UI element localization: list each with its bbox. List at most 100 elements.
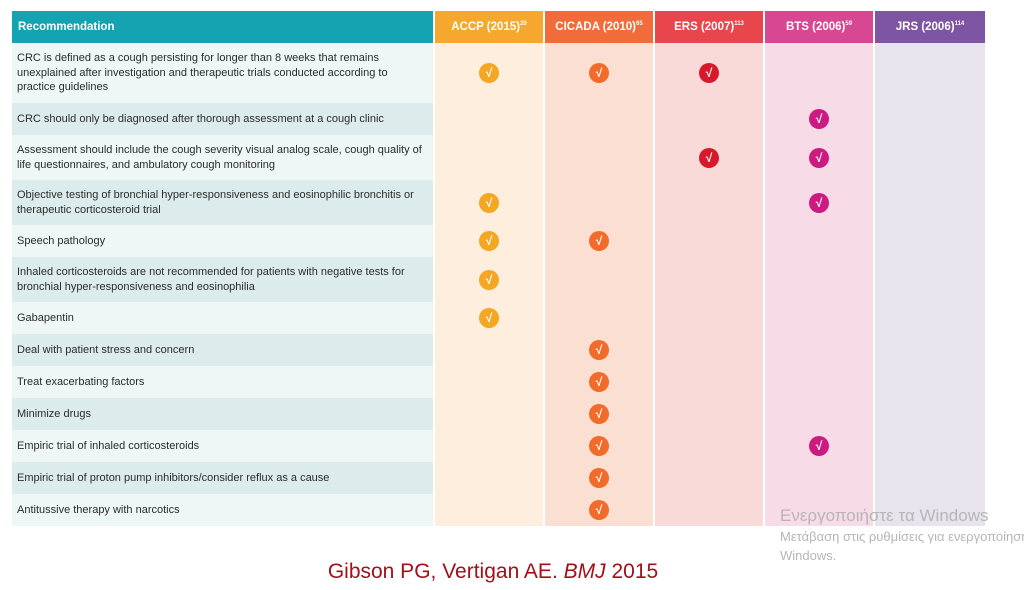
cell-cicada (544, 103, 655, 135)
table-row: CRC is defined as a cough persisting for… (12, 43, 985, 103)
cell-ers (654, 366, 765, 398)
cell-jrs (874, 180, 985, 225)
check-icon: √ (589, 372, 609, 392)
table-body: CRC is defined as a cough persisting for… (12, 43, 985, 526)
cell-jrs (874, 43, 985, 103)
check-icon: √ (479, 192, 499, 213)
cell-cicada (544, 257, 655, 302)
cell-bts: √ (764, 430, 875, 462)
cell-bts (764, 43, 875, 103)
cell-ers (654, 180, 765, 225)
cell-jrs (874, 302, 985, 334)
cell-accp: √ (434, 302, 545, 334)
check-icon: √ (479, 63, 499, 83)
recommendation-text: Deal with patient stress and concern (12, 334, 435, 366)
watermark-title: Ενεργοποιήστε τα Windows (780, 506, 989, 525)
recommendation-text: Inhaled corticosteroids are not recommen… (12, 257, 435, 302)
check-icon: √ (809, 436, 829, 456)
cell-cicada (544, 180, 655, 225)
cell-jrs (874, 494, 985, 526)
cell-bts: √ (764, 180, 875, 225)
recommendation-text: Objective testing of bronchial hyper-res… (12, 180, 435, 225)
check-icon: √ (809, 147, 829, 168)
cell-cicada: √ (544, 462, 655, 494)
watermark-line-1: Μετάβαση στις ρυθμίσεις για ενεργοποίηση (780, 529, 1024, 544)
cell-accp (434, 366, 545, 398)
cell-accp (434, 430, 545, 462)
cell-bts (764, 302, 875, 334)
column-header-jrs: JRS (2006)114 (874, 11, 985, 43)
table-row: Objective testing of bronchial hyper-res… (12, 180, 985, 225)
guideline-name: BTS (2006) (785, 21, 846, 33)
table-row: Empiric trial of inhaled corticosteroids… (12, 430, 985, 462)
recommendation-text: CRC is defined as a cough persisting for… (12, 43, 435, 103)
cell-cicada: √ (544, 398, 655, 430)
recommendation-text: Empiric trial of inhaled corticosteroids (12, 430, 435, 462)
check-icon: √ (589, 340, 609, 360)
check-icon: √ (809, 109, 829, 129)
check-icon: √ (479, 231, 499, 251)
table-row: Empiric trial of proton pump inhibitors/… (12, 462, 985, 494)
cell-ers (654, 302, 765, 334)
cell-jrs (874, 462, 985, 494)
cell-bts: √ (764, 135, 875, 180)
guideline-table-container: Recommendation ACCP (2015)20 CICADA (2010… (12, 11, 985, 526)
check-icon: √ (479, 308, 499, 328)
recommendation-text: Empiric trial of proton pump inhibitors/… (12, 462, 435, 494)
cell-accp (434, 135, 545, 180)
check-icon: √ (589, 231, 609, 251)
cell-cicada: √ (544, 225, 655, 257)
windows-activation-watermark: Ενεργοποιήστε τα Windows Μετάβαση στις ρ… (780, 505, 1024, 565)
cell-cicada: √ (544, 430, 655, 462)
cell-bts: √ (764, 103, 875, 135)
guideline-name: ACCP (2015) (451, 21, 521, 33)
cell-ers (654, 462, 765, 494)
cell-cicada: √ (544, 334, 655, 366)
table-row: Treat exacerbating factors √ (12, 366, 985, 398)
cell-ers: √ (654, 135, 765, 180)
cell-accp (434, 103, 545, 135)
cell-jrs (874, 135, 985, 180)
table-row: Inhaled corticosteroids are not recommen… (12, 257, 985, 302)
check-icon: √ (699, 63, 719, 83)
table-header-row: Recommendation ACCP (2015)20 CICADA (2010… (12, 11, 985, 43)
guideline-name: ERS (2007) (674, 21, 735, 33)
cell-cicada (544, 135, 655, 180)
cell-cicada (544, 302, 655, 334)
table-row: CRC should only be diagnosed after thoro… (12, 103, 985, 135)
check-icon: √ (809, 192, 829, 213)
citation-year: 2015 (605, 560, 659, 583)
cell-bts (764, 225, 875, 257)
column-header-ers: ERS (2007)113 (654, 11, 765, 43)
cell-ers (654, 257, 765, 302)
cell-accp: √ (434, 43, 545, 103)
cell-jrs (874, 103, 985, 135)
cell-jrs (874, 398, 985, 430)
cell-bts (764, 257, 875, 302)
cell-bts (764, 398, 875, 430)
cell-accp (434, 462, 545, 494)
cell-bts (764, 494, 875, 526)
cell-ers (654, 103, 765, 135)
recommendation-text: Gabapentin (12, 302, 435, 334)
citation-journal: BMJ (563, 560, 606, 583)
cell-accp (434, 494, 545, 526)
check-icon: √ (479, 269, 499, 290)
cell-accp (434, 334, 545, 366)
table-row: Antitussive therapy with narcotics √ (12, 494, 985, 526)
table-row: Assessment should include the cough seve… (12, 135, 985, 180)
cell-cicada: √ (544, 494, 655, 526)
cell-ers (654, 334, 765, 366)
cell-ers (654, 398, 765, 430)
reference-number: 114 (954, 21, 965, 28)
check-icon: √ (589, 500, 609, 520)
cell-jrs (874, 430, 985, 462)
cell-accp: √ (434, 180, 545, 225)
recommendation-text: Assessment should include the cough seve… (12, 135, 435, 180)
cell-ers (654, 430, 765, 462)
table-row: Gabapentin √ (12, 302, 985, 334)
reference-number: 65 (636, 21, 643, 28)
guideline-comparison-table: Recommendation ACCP (2015)20 CICADA (2010… (12, 11, 985, 526)
check-icon: √ (589, 468, 609, 488)
cell-cicada: √ (544, 366, 655, 398)
